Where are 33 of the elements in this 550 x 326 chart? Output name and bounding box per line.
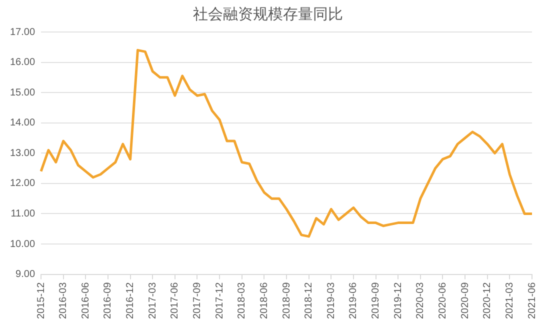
x-tick-label: 2020-12 xyxy=(482,282,494,320)
x-tick-label: 2021-03 xyxy=(504,282,516,320)
y-tick-label: 12.00 xyxy=(10,178,36,190)
x-tick-label: 2018-12 xyxy=(304,282,315,320)
x-tick-label: 2016-03 xyxy=(58,282,70,320)
x-tick-label: 2018-09 xyxy=(281,282,292,320)
x-tick-label: 2017-09 xyxy=(192,282,203,320)
x-tick-label: 2019-06 xyxy=(348,282,360,320)
x-tick-label: 2021-06 xyxy=(526,282,538,320)
y-tick-label: 16.00 xyxy=(10,57,36,68)
x-tick-label: 2016-12 xyxy=(125,282,136,320)
x-tick-label: 2015-12 xyxy=(36,282,47,320)
y-tick-label: 10.00 xyxy=(10,238,36,250)
x-tick-label: 2019-03 xyxy=(326,282,337,320)
x-tick-label: 2020-06 xyxy=(437,282,448,320)
x-tick-label: 2016-09 xyxy=(102,282,114,320)
y-tick-label: 9.00 xyxy=(16,269,36,280)
y-tick-label: 11.00 xyxy=(10,208,36,220)
x-tick-label: 2020-03 xyxy=(415,282,426,320)
x-tick-label: 2016-06 xyxy=(80,282,92,320)
y-tick-label: 14.00 xyxy=(10,118,36,129)
x-tick-label: 2017-06 xyxy=(170,282,181,320)
x-tick-label: 2020-09 xyxy=(460,282,471,320)
y-tick-label: 13.00 xyxy=(10,148,36,159)
x-tick-label: 2018-06 xyxy=(258,282,270,320)
x-tick-label: 2019-09 xyxy=(370,282,382,320)
x-tick-label: 2019-12 xyxy=(392,282,404,320)
x-tick-label: 2017-12 xyxy=(214,282,226,320)
x-tick-label: 2018-03 xyxy=(236,282,248,320)
y-tick-label: 15.00 xyxy=(10,87,36,98)
x-tick-label: 2017-03 xyxy=(147,282,158,320)
y-tick-label: 17.00 xyxy=(10,26,36,38)
chart-title: 社会融资规模存量同比 xyxy=(193,4,343,23)
